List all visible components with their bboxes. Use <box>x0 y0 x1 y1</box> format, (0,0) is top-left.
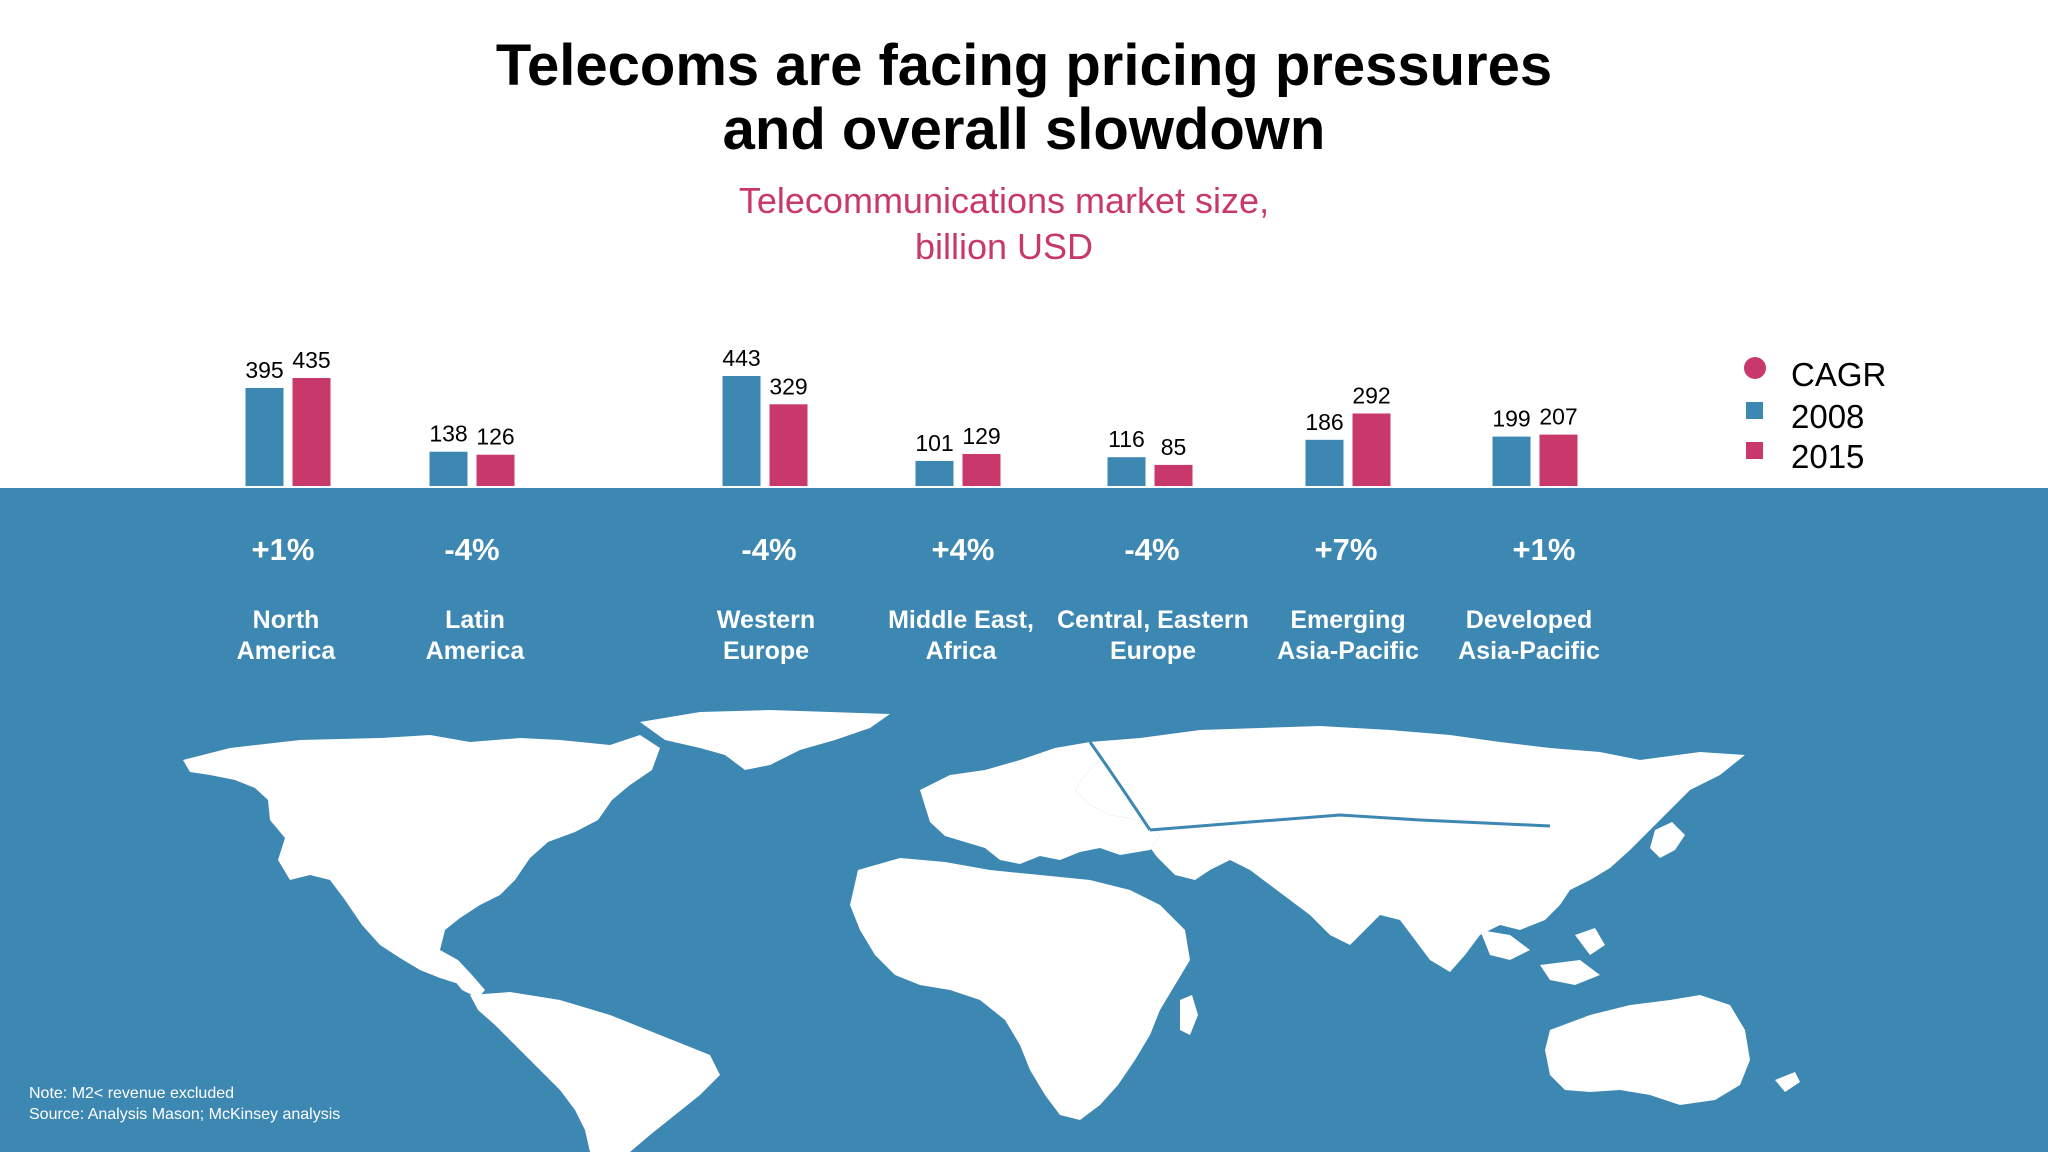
border-line-3 <box>1148 849 1192 907</box>
bar-2015-developed-asia-pacific <box>1539 434 1578 486</box>
cagr-value-western-europe: -4% <box>741 532 797 567</box>
region-label-line-1: Emerging <box>1290 606 1406 634</box>
bar-2008-latin-america <box>429 451 468 486</box>
bar-2008-central-eastern-europe <box>1107 457 1146 486</box>
bar-2015-latin-america <box>476 454 515 486</box>
footnote-note: Note: M2< revenue excluded <box>29 1085 235 1102</box>
data-label-2015-western-europe: 329 <box>769 373 807 399</box>
region-label-line-2: Asia-Pacific <box>1458 637 1600 665</box>
bar-2015-western-europe <box>769 404 808 486</box>
region-label-line-1: Developed <box>1465 606 1593 634</box>
japan-landmass <box>1650 822 1685 858</box>
bar-group-developed-asia-pacific: 199 207 <box>1492 404 1578 486</box>
africa-landmass <box>850 858 1190 1120</box>
region-label-emerging-asia-pacific: Emerging Asia-Pacific <box>1248 605 1448 667</box>
bar-2008-north-america <box>245 387 284 486</box>
cagr-value-middle-east-africa: +4% <box>931 532 995 567</box>
south-america-landmass <box>470 992 720 1152</box>
bar-group-north-america: 395 435 <box>245 347 331 486</box>
subtitle-line-1: Telecommunications market size, <box>738 180 1270 221</box>
bar-group-middle-east-africa: 101 129 <box>915 423 1001 486</box>
region-label-line-2: Asia-Pacific <box>1277 637 1419 665</box>
bar-group-central-eastern-europe: 116 85 <box>1107 426 1193 486</box>
bar-2008-middle-east-africa <box>915 460 954 486</box>
legend-label-cagr: CAGR <box>1791 356 1887 393</box>
bar-2008-developed-asia-pacific <box>1492 436 1531 486</box>
data-label-2008-latin-america: 138 <box>429 421 467 447</box>
data-label-2008-western-europe: 443 <box>722 345 760 371</box>
bar-2015-central-eastern-europe <box>1154 464 1193 486</box>
data-label-2015-developed-asia-pacific: 207 <box>1539 404 1577 430</box>
chart-subtitle: Telecommunications market size, billion … <box>604 178 1404 270</box>
footnote-source: Source: Analysis Mason; McKinsey analysi… <box>29 1106 341 1123</box>
region-label-line-2: Europe <box>722 637 810 665</box>
data-label-2008-emerging-asia-pacific: 186 <box>1305 409 1343 435</box>
region-label-line-1: Middle East, <box>888 606 1034 634</box>
bar-2008-emerging-asia-pacific <box>1305 439 1344 486</box>
europe-landmass <box>920 742 1160 864</box>
southeast-asia-islands <box>1480 928 1605 985</box>
australia-landmass <box>1545 995 1750 1105</box>
border-line-2 <box>1149 813 1551 832</box>
madagascar-landmass <box>1180 995 1198 1035</box>
cagr-value-emerging-asia-pacific: +7% <box>1314 532 1378 567</box>
page-title: Telecoms are facing pricing pressures an… <box>0 34 2048 162</box>
legend-label-2008: 2008 <box>1791 398 1865 435</box>
bars-layer: 395 435 138 126 443 329 101 129 116 85 186 292 199 20… <box>245 345 1578 486</box>
cagr-value-latin-america: -4% <box>444 532 500 567</box>
region-label-line-1: Western <box>716 606 816 634</box>
data-label-2008-central-eastern-europe: 116 <box>1108 426 1145 452</box>
greenland-landmass <box>640 710 890 770</box>
bar-2015-emerging-asia-pacific <box>1352 413 1391 486</box>
region-label-line-2: America <box>425 637 525 665</box>
data-label-2015-emerging-asia-pacific: 292 <box>1352 382 1390 408</box>
data-label-2015-central-eastern-europe: 85 <box>1161 434 1187 460</box>
bar-group-latin-america: 138 126 <box>429 421 515 486</box>
region-label-line-1: North <box>252 606 320 634</box>
central-america-landmass <box>440 950 485 998</box>
bar-2015-middle-east-africa <box>962 453 1001 486</box>
region-label-north-america: North America <box>186 605 386 667</box>
title-line-2: and overall slowdown <box>722 97 1326 162</box>
legend-label-2015: 2015 <box>1791 438 1865 475</box>
region-label-line-2: Africa <box>925 637 997 665</box>
data-label-2008-middle-east-africa: 101 <box>915 430 953 456</box>
cagr-dot-icon <box>1744 357 1766 379</box>
cagr-value-developed-asia-pacific: +1% <box>1512 532 1576 567</box>
data-label-2015-latin-america: 126 <box>476 424 514 450</box>
bar-group-western-europe: 443 329 <box>722 345 808 486</box>
square-2015-icon <box>1746 442 1763 459</box>
data-label-2015-north-america: 435 <box>292 347 330 373</box>
bar-2008-western-europe <box>722 376 761 486</box>
data-label-2008-north-america: 395 <box>245 357 283 383</box>
region-label-line-1: Latin <box>445 606 505 634</box>
region-label-latin-america: Latin America <box>375 605 575 667</box>
data-label-2015-middle-east-africa: 129 <box>962 423 1000 449</box>
region-label-middle-east-africa: Middle East, Africa <box>861 605 1061 667</box>
asia-landmass <box>1075 726 1745 972</box>
border-line-1 <box>1088 741 1152 831</box>
bar-2015-north-america <box>292 377 331 486</box>
region-label-line-2: America <box>236 637 336 665</box>
footnote: Note: M2< revenue excluded Source: Analy… <box>29 1083 340 1125</box>
bar-group-emerging-asia-pacific: 186 292 <box>1305 382 1391 486</box>
title-line-1: Telecoms are facing pricing pressures <box>495 33 1553 98</box>
subtitle-line-2: billion USD <box>914 226 1094 267</box>
cagr-value-north-america: +1% <box>251 532 315 567</box>
region-label-line-1: Central, Eastern <box>1057 606 1249 634</box>
region-label-line-2: Europe <box>1109 637 1197 665</box>
region-label-central-eastern-europe: Central, Eastern Europe <box>1053 605 1253 667</box>
square-2008-icon <box>1746 402 1763 419</box>
north-america-landmass <box>183 735 660 985</box>
new-zealand-landmass <box>1775 1072 1800 1092</box>
cagr-value-central-eastern-europe: -4% <box>1124 532 1180 567</box>
region-label-western-europe: Western Europe <box>666 605 866 667</box>
data-label-2008-developed-asia-pacific: 199 <box>1492 406 1530 432</box>
region-label-developed-asia-pacific: Developed Asia-Pacific <box>1429 605 1629 667</box>
